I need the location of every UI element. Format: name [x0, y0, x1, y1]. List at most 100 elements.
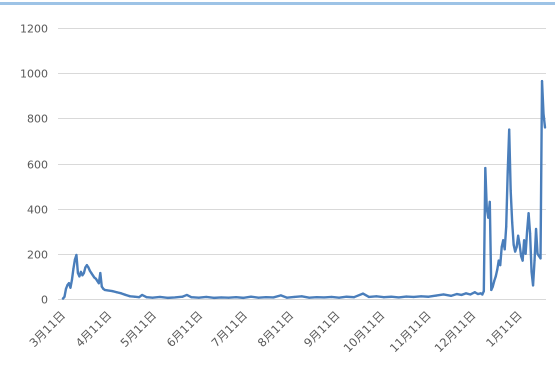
data-point [500, 245, 503, 249]
data-point [185, 293, 188, 297]
data-point [279, 294, 282, 297]
data-point [73, 258, 77, 261]
data-point [133, 295, 136, 298]
series-line [61, 79, 547, 300]
data-point [464, 292, 468, 295]
y-tick-label: 0 [41, 294, 48, 307]
data-point [460, 293, 463, 297]
data-point [272, 296, 275, 299]
data-point [352, 296, 356, 299]
data-point [145, 296, 148, 299]
data-point [539, 257, 542, 260]
data-point [78, 275, 81, 278]
data-point [323, 296, 326, 299]
data-point [90, 271, 93, 275]
data-point [173, 296, 177, 299]
data-point [151, 296, 154, 299]
data-point [531, 284, 535, 287]
data-point [212, 296, 215, 299]
x-tick-label: 3月11日 [26, 308, 68, 350]
data-point [499, 264, 502, 267]
data-point [520, 254, 523, 258]
data-point [469, 293, 472, 296]
data-point [100, 285, 103, 288]
data-point [264, 296, 268, 299]
data-point [530, 270, 533, 273]
data-point [70, 278, 74, 281]
data-point [518, 243, 521, 246]
data-point [138, 296, 141, 299]
data-point [120, 292, 123, 295]
data-point [285, 296, 288, 299]
data-point [103, 288, 106, 292]
data-point [412, 295, 415, 299]
y-tick-label: 800 [27, 113, 48, 126]
data-point [227, 296, 230, 299]
data-point [485, 207, 488, 210]
data-point [345, 295, 348, 298]
data-point [523, 239, 526, 242]
data-point [235, 296, 238, 299]
data-point [242, 296, 245, 299]
x-tick-label: 4月11日 [73, 308, 115, 350]
data-point [482, 290, 485, 293]
x-tick-label: 11月11日 [387, 308, 434, 355]
data-point [449, 294, 453, 297]
data-point [505, 225, 508, 228]
data-point [300, 295, 303, 298]
data-point [540, 79, 544, 83]
data-point [257, 296, 260, 299]
data-point [93, 276, 96, 279]
data-point [476, 292, 479, 296]
data-point [308, 296, 311, 299]
x-tick-label: 6月11日 [164, 308, 206, 350]
data-point [420, 295, 423, 298]
data-point [506, 171, 509, 174]
data-point [91, 274, 94, 277]
data-point [382, 296, 385, 299]
data-point [455, 292, 459, 296]
data-point [503, 248, 506, 251]
data-point [534, 227, 538, 231]
data-point [511, 221, 514, 224]
data-point [494, 275, 497, 278]
y-tick-label: 600 [27, 159, 48, 172]
data-point [88, 269, 91, 272]
x-tick-label: 8月11日 [255, 308, 297, 350]
data-point [181, 295, 184, 298]
data-point [69, 286, 72, 289]
data-point [166, 296, 169, 299]
data-point [543, 126, 547, 129]
data-point [361, 292, 365, 295]
data-point [481, 293, 484, 296]
data-point [542, 112, 545, 115]
data-point [190, 296, 193, 299]
y-tick-label: 200 [27, 249, 48, 262]
data-point [124, 293, 127, 297]
data-point [536, 252, 539, 255]
x-tick-label: 7月11日 [208, 308, 250, 350]
data-point [111, 290, 114, 293]
y-tick-label: 1200 [20, 23, 48, 36]
data-point [527, 212, 530, 215]
data-point [102, 287, 105, 290]
x-tick-label: 12月11日 [432, 308, 479, 355]
data-point [129, 295, 132, 298]
data-point [205, 295, 208, 299]
data-point [496, 268, 499, 271]
data-point [72, 267, 75, 270]
data-point [79, 270, 83, 273]
data-point [367, 295, 371, 299]
x-axis-labels: 3月11日 4月11日 5月11日 6月11日 7月11日 8月11日 9月11日10月11… [26, 308, 524, 355]
data-point [502, 239, 505, 242]
data-point [76, 271, 80, 275]
data-point [515, 245, 518, 249]
y-axis-labels: 0 200 400 600 800 1000 1200 [20, 23, 48, 307]
data-point [106, 289, 109, 292]
x-tick-label: 9月11日 [301, 308, 343, 350]
data-point [293, 295, 296, 299]
data-point [521, 259, 524, 262]
data-point [491, 285, 494, 288]
data-point [390, 295, 393, 298]
